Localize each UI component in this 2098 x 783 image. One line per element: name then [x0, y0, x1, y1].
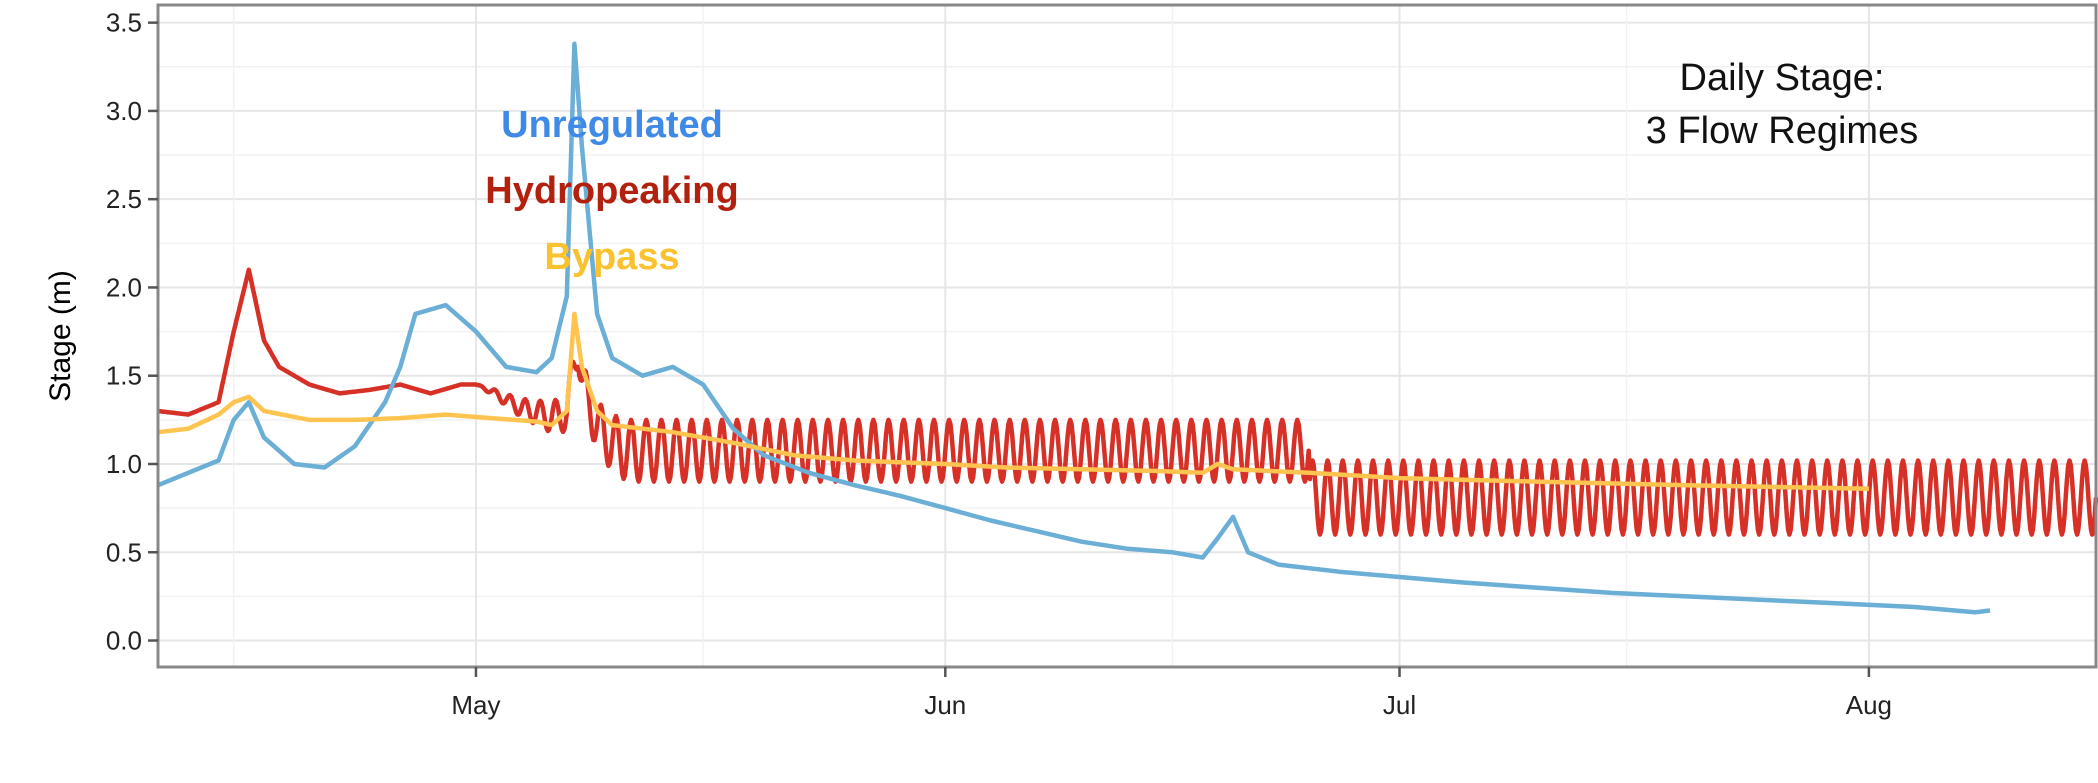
y-tick-label: 0.5	[106, 537, 142, 567]
y-tick-label: 3.5	[106, 8, 142, 38]
x-tick-label: May	[451, 690, 500, 720]
series-lines	[157, 41, 2098, 615]
series-line-bypass	[157, 311, 1869, 491]
plot-border	[156, 3, 2098, 669]
legend-entry-hydropeaking: Hydropeaking	[485, 170, 738, 212]
y-axis-title: Stage (m)	[44, 270, 77, 402]
y-tick-label: 1.5	[106, 361, 142, 391]
plot-background	[158, 5, 2098, 667]
y-tick-label: 0.0	[106, 626, 142, 656]
axes: 0.0 0.5 1.0 1.5 2.0 2.5 3.0 3.5 May Jun Jul Aug	[106, 8, 1892, 720]
legend-entry-bypass: Bypass	[544, 236, 679, 278]
x-tick-label: Aug	[1846, 690, 1892, 720]
y-tick-label: 2.0	[106, 272, 142, 302]
legend-entry-unregulated: Unregulated	[501, 104, 723, 146]
series-line-hydropeaking	[157, 267, 2098, 537]
annotation: Daily Stage: 3 Flow Regimes	[1646, 57, 1918, 152]
x-tick-label: Jul	[1383, 690, 1416, 720]
annotation-line-2: 3 Flow Regimes	[1646, 110, 1918, 152]
y-tick-label: 3.0	[106, 96, 142, 126]
x-tick-label: Jun	[924, 690, 966, 720]
annotation-line-1: Daily Stage:	[1680, 57, 1885, 99]
legend: Unregulated Hydropeaking Bypass	[485, 104, 738, 278]
series-line-unregulated	[157, 41, 1991, 615]
y-tick-label: 1.0	[106, 449, 142, 479]
y-tick-label: 2.5	[106, 184, 142, 214]
grid-lines	[158, 5, 2096, 667]
